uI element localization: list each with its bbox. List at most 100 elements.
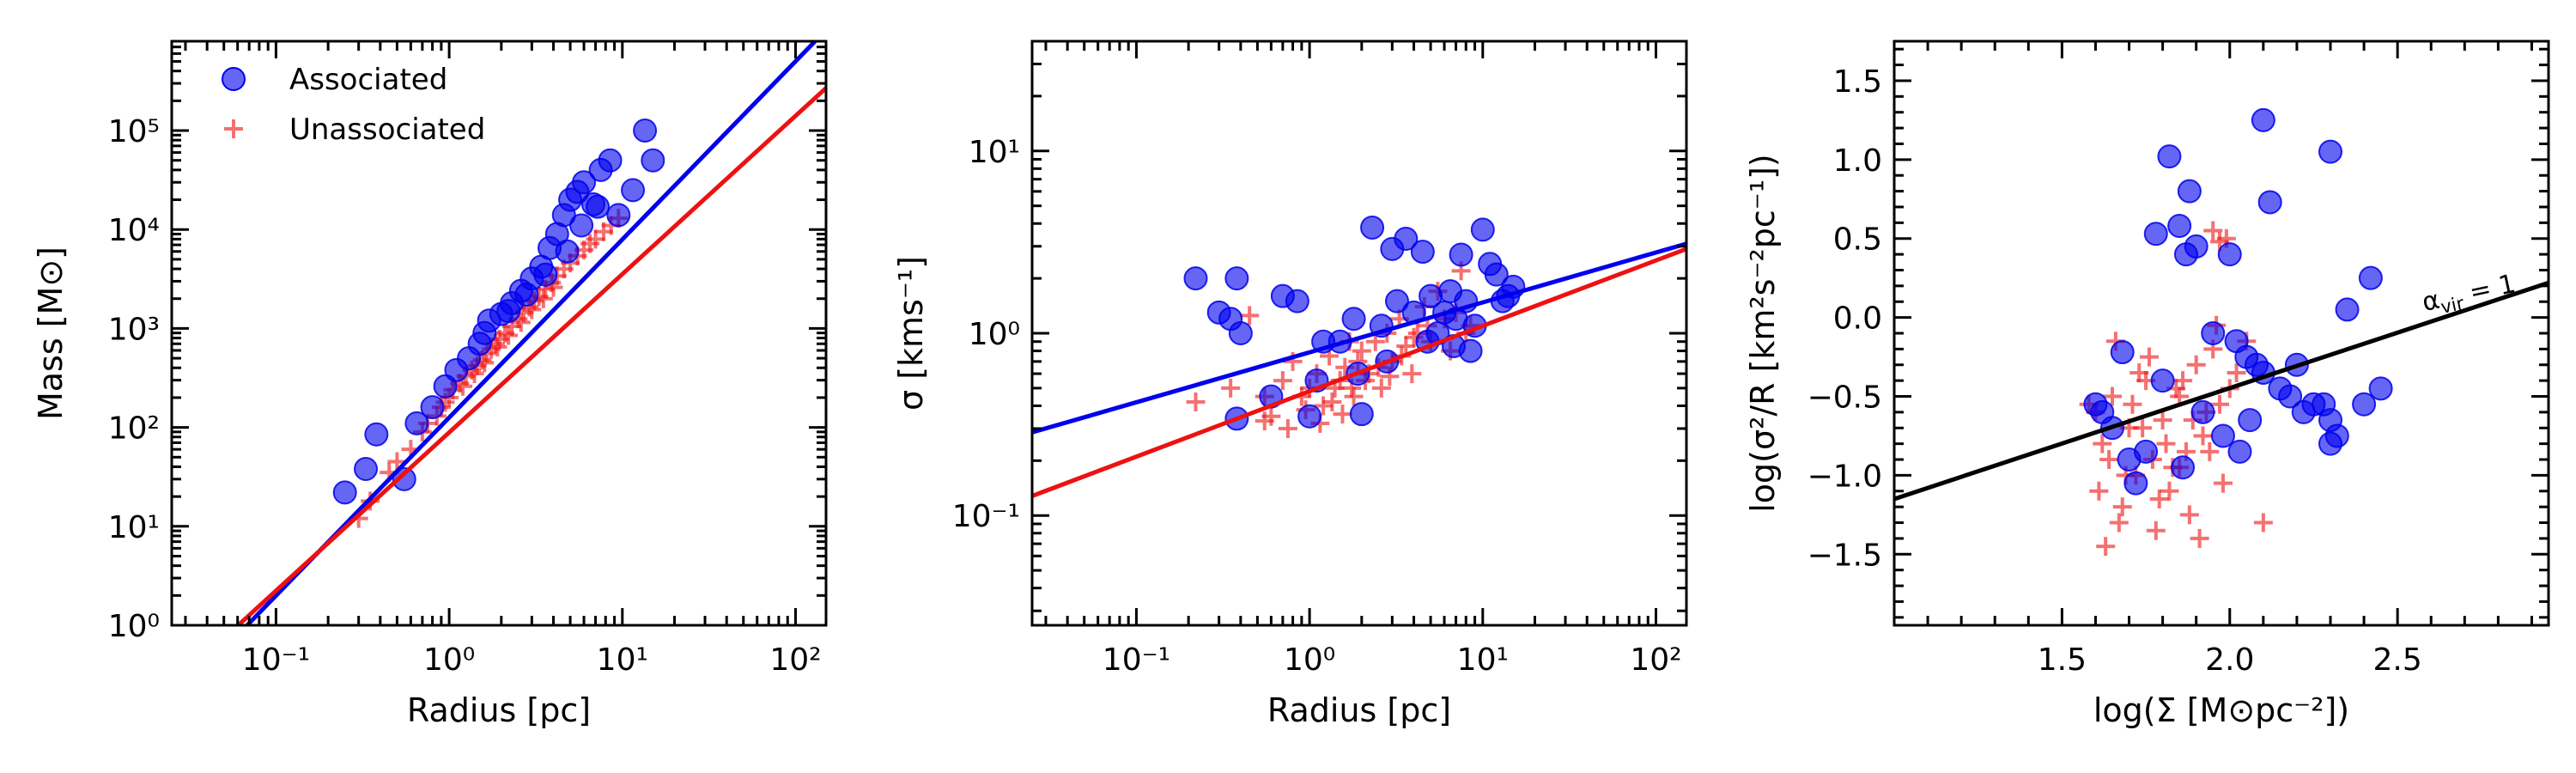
associated-point (433, 374, 458, 399)
x-axis-label: log(Σ [M⊙pc⁻²]) (2093, 691, 2349, 729)
y-tick-label: 10¹ (108, 510, 160, 545)
associated-point (586, 194, 611, 219)
associated-point (2184, 234, 2208, 259)
series-associated (332, 119, 665, 505)
associated-point (606, 203, 631, 228)
associated-point (1285, 289, 1309, 313)
associated-point (404, 411, 429, 435)
associated-point (2278, 384, 2303, 409)
unassociated-point (2190, 528, 2209, 548)
associated-point (569, 213, 594, 238)
associated-point (633, 119, 658, 143)
associated-point (2352, 392, 2377, 417)
fit-line-associated (1032, 241, 1686, 435)
associated-point (572, 170, 597, 195)
unassociated-point (1352, 341, 1371, 361)
y-tick-label: 10² (108, 411, 160, 447)
legend-unassociated-marker (224, 119, 243, 138)
axes-frame (1030, 40, 1688, 627)
legend-associated-marker (222, 67, 246, 91)
associated-point (1349, 402, 1374, 427)
associated-point (1410, 240, 1435, 265)
unassociated-point (2123, 394, 2142, 414)
x-tick-label: 2.0 (2205, 642, 2254, 678)
unassociated-point (2089, 481, 2109, 501)
associated-point (2358, 265, 2383, 290)
associated-point (2210, 423, 2235, 448)
associated-point (2368, 376, 2393, 401)
associated-point (1341, 307, 1366, 332)
legend-label-associated: Associated (289, 63, 447, 97)
unassociated-point (2213, 473, 2233, 493)
unassociated-point (2253, 513, 2273, 533)
unassociated-point (2093, 434, 2112, 453)
fit-line-unassociated (1032, 247, 1686, 498)
unassociated-point (499, 326, 519, 345)
unassociated-point (1314, 396, 1334, 416)
associated-point (2318, 139, 2342, 164)
associated-point (1394, 226, 1419, 251)
associated-point (2150, 368, 2175, 393)
associated-point (472, 320, 497, 345)
unassociated-point (2109, 513, 2129, 533)
associated-point (2110, 340, 2135, 365)
x-axis-label: Radius [pc] (407, 691, 591, 729)
associated-point (2335, 297, 2360, 322)
legend: Associated Unassociated (222, 63, 485, 147)
y-tick-label: 10³ (108, 312, 160, 347)
unassociated-point (2103, 386, 2122, 406)
associated-point (2134, 439, 2159, 464)
series-unassociated (2079, 221, 2273, 557)
associated-point (641, 148, 665, 173)
ticks (1032, 40, 1686, 625)
associated-point (2167, 214, 2192, 239)
fit-line-fit_black (1894, 280, 2549, 502)
associated-point (2227, 439, 2252, 464)
y-axis-label: σ [kms⁻¹] (892, 256, 930, 411)
x-tick-label: 10⁰ (1284, 642, 1335, 678)
y-tick-label: −0.5 (1807, 380, 1882, 416)
associated-point (2257, 190, 2282, 215)
associated-point (1183, 266, 1208, 291)
y-axis-label: Mass [M⊙] (32, 247, 70, 420)
associated-point (364, 422, 389, 447)
unassociated-point (1371, 378, 1391, 398)
x-tick-label: 1.5 (2038, 642, 2087, 678)
unassociated-point (2129, 362, 2149, 382)
unassociated-point (2203, 221, 2223, 240)
associated-point (2177, 179, 2202, 204)
y-tick-label: 1.0 (1833, 143, 1882, 179)
associated-point (2123, 471, 2148, 496)
unassociated-point (1221, 378, 1241, 398)
x-tick-label: 10⁻¹ (242, 642, 310, 678)
unassociated-point (2096, 537, 2116, 557)
unassociated-point (1278, 418, 1297, 438)
ticks (172, 40, 826, 627)
unassociated-point (1273, 371, 1292, 391)
associated-point (2201, 321, 2226, 345)
y-tick-label: 0.5 (1833, 222, 1882, 258)
associated-point (2312, 392, 2336, 417)
associated-point (2251, 107, 2275, 132)
associated-point (621, 178, 646, 203)
unassociated-point (1402, 364, 1422, 384)
y-tick-label: 1.5 (1833, 64, 1882, 100)
y-tick-label: 10⁻¹ (952, 499, 1020, 534)
unassociated-point (2227, 362, 2246, 382)
unassociated-point (2133, 418, 2153, 438)
associated-point (420, 395, 445, 420)
x-tick-label: 10⁰ (423, 642, 475, 678)
associated-point (2171, 455, 2196, 480)
associated-point (332, 480, 357, 505)
unassociated-point (2193, 426, 2213, 446)
unassociated-point (2179, 505, 2199, 525)
unassociated-point (1333, 405, 1352, 424)
associated-point (1384, 289, 1409, 313)
associated-point (496, 299, 521, 324)
associated-point (1224, 266, 1249, 291)
associated-point (533, 262, 558, 287)
associated-point (1470, 217, 1495, 242)
unassociated-point (2210, 394, 2230, 414)
unassociated-point (1240, 306, 1260, 326)
